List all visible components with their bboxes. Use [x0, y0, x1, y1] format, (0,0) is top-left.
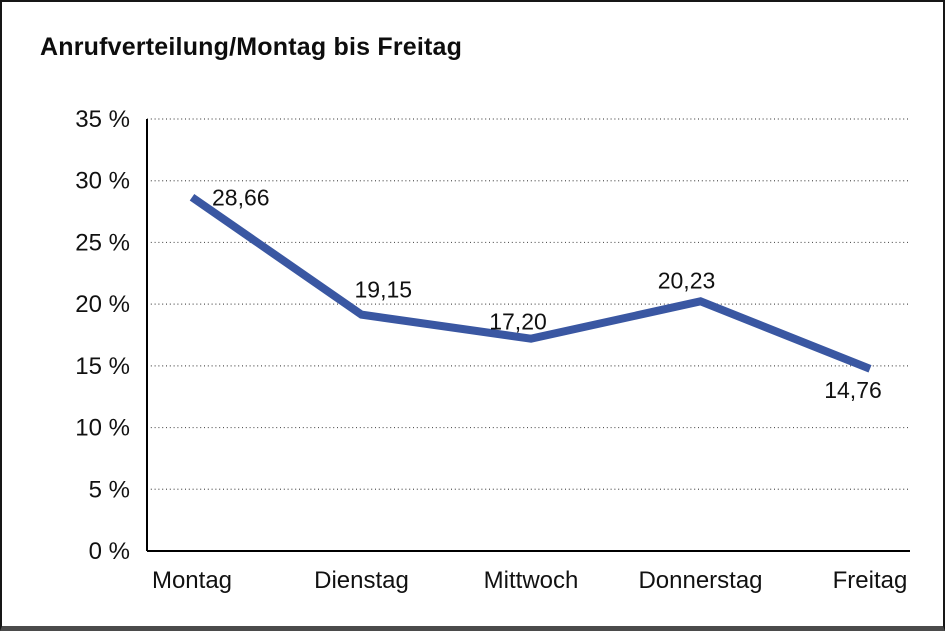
- y-tick-label: 35 %: [75, 106, 130, 133]
- data-point-label: 17,20: [489, 309, 547, 335]
- y-tick-label: 20 %: [75, 291, 130, 318]
- x-tick-label: Dienstag: [314, 567, 409, 594]
- x-tick-label: Freitag: [833, 567, 908, 594]
- chart-title: Anrufverteilung/Montag bis Freitag: [40, 33, 463, 61]
- y-tick-label: 15 %: [75, 353, 130, 380]
- data-point-label: 28,66: [212, 184, 270, 210]
- y-tick-label: 10 %: [75, 415, 130, 442]
- y-tick-label: 0 %: [89, 538, 130, 565]
- x-tick-label: Mittwoch: [484, 567, 579, 594]
- data-point-label: 19,15: [355, 277, 413, 303]
- y-tick-label: 25 %: [75, 229, 130, 256]
- y-tick-label: 5 %: [89, 476, 130, 503]
- x-tick-label: Donnerstag: [638, 567, 762, 594]
- data-series-line: [189, 193, 872, 373]
- data-point-label: 14,76: [824, 377, 882, 403]
- y-tick-label: 30 %: [75, 168, 130, 195]
- x-tick-label: Montag: [152, 567, 232, 594]
- data-point-label: 20,23: [658, 267, 716, 293]
